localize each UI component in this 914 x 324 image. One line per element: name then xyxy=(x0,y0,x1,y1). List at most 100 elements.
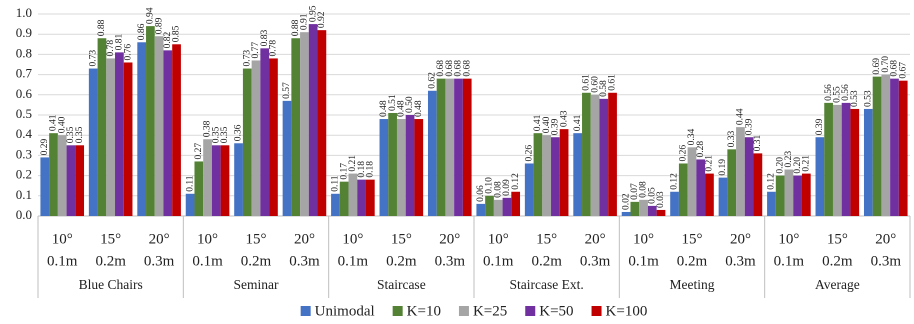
bar xyxy=(106,58,116,216)
bar xyxy=(898,80,908,216)
value-label: 0.35 xyxy=(66,126,76,143)
value-label: 0.12 xyxy=(670,173,680,190)
bar xyxy=(291,38,301,216)
bar xyxy=(608,92,617,216)
y-tick-label: 0.8 xyxy=(16,45,32,60)
y-tick-label: 0.9 xyxy=(16,25,32,40)
bar xyxy=(405,115,415,216)
bar xyxy=(524,163,534,216)
y-tick-label: 0.0 xyxy=(16,207,32,222)
legend-swatch xyxy=(300,306,311,316)
bar xyxy=(414,119,424,216)
bar xyxy=(185,193,195,216)
value-label: 0.77 xyxy=(251,42,261,59)
bar xyxy=(137,42,147,216)
value-label: 0.92 xyxy=(317,11,327,28)
x-tick-sublabel: 0.1m xyxy=(774,253,805,269)
value-label: 0.39 xyxy=(551,118,561,135)
bar xyxy=(793,175,802,216)
x-tick-sublabel: 0.3m xyxy=(435,253,466,269)
value-label: 0.35 xyxy=(220,126,230,143)
value-label: 0.41 xyxy=(49,114,59,131)
x-tick-label: 10° xyxy=(197,231,218,247)
x-tick-label: 10° xyxy=(342,231,363,247)
value-label: 0.02 xyxy=(621,193,631,210)
legend-label: K=25 xyxy=(473,303,507,319)
x-tick-label: 15° xyxy=(246,231,267,247)
value-label: 0.48 xyxy=(397,100,407,117)
x-tick-label: 20° xyxy=(585,231,606,247)
bar xyxy=(744,137,754,216)
bar xyxy=(462,78,472,216)
bar xyxy=(542,135,552,216)
x-tick-label: 10° xyxy=(488,231,509,247)
y-tick-label: 0.2 xyxy=(16,167,32,182)
bar xyxy=(801,173,811,216)
value-label: 0.91 xyxy=(300,13,310,30)
value-label: 0.53 xyxy=(864,90,874,107)
value-label: 0.83 xyxy=(260,29,270,46)
bar xyxy=(331,193,340,216)
bar xyxy=(784,169,794,216)
value-label: 0.86 xyxy=(137,23,147,40)
bar xyxy=(154,36,164,216)
bar xyxy=(97,38,107,216)
bar xyxy=(476,203,486,216)
x-tick-sublabel: 0.3m xyxy=(871,253,902,269)
bar xyxy=(687,147,697,216)
bar xyxy=(49,133,58,216)
value-label: 0.55 xyxy=(833,86,843,103)
bar xyxy=(40,157,50,216)
bar xyxy=(815,137,825,216)
value-label: 0.05 xyxy=(647,187,657,204)
value-label: 0.73 xyxy=(88,50,98,67)
value-label: 0.34 xyxy=(687,128,697,145)
x-tick-sublabel: 0.1m xyxy=(338,253,369,269)
value-label: 0.56 xyxy=(841,84,851,101)
value-label: 0.12 xyxy=(767,173,777,190)
bar xyxy=(890,78,899,216)
y-tick-label: 0.4 xyxy=(16,126,33,141)
group-label: Staircase xyxy=(377,277,426,292)
value-label: 0.39 xyxy=(815,118,825,135)
bar xyxy=(582,92,591,216)
bar xyxy=(348,173,358,216)
legend-label: K=100 xyxy=(606,303,648,319)
value-label: 0.85 xyxy=(172,25,182,42)
x-tick-label: 15° xyxy=(682,231,703,247)
bar xyxy=(357,179,366,216)
value-label: 0.09 xyxy=(502,179,512,196)
legend-swatch xyxy=(591,306,602,316)
value-label: 0.67 xyxy=(898,62,908,79)
bar xyxy=(436,78,446,216)
value-label: 0.51 xyxy=(388,94,398,111)
value-label: 0.94 xyxy=(146,7,156,24)
value-label: 0.60 xyxy=(590,76,600,93)
bar xyxy=(260,48,270,217)
group-label: Blue Chairs xyxy=(79,277,143,292)
value-label: 0.33 xyxy=(727,130,737,147)
bar xyxy=(396,119,406,216)
x-tick-label: 20° xyxy=(730,231,751,247)
value-label: 0.21 xyxy=(705,155,715,172)
group-label: Average xyxy=(815,277,860,292)
value-label: 0.50 xyxy=(405,96,415,113)
value-label: 0.26 xyxy=(678,145,688,162)
x-tick-sublabel: 0.3m xyxy=(725,253,756,269)
value-label: 0.18 xyxy=(366,161,376,178)
value-label: 0.53 xyxy=(850,90,860,107)
legend-label: Unimodal xyxy=(315,303,375,319)
bar xyxy=(639,199,648,216)
bar xyxy=(705,173,714,216)
bar xyxy=(727,149,737,216)
bar xyxy=(269,58,278,216)
bar xyxy=(630,201,640,216)
bar xyxy=(163,50,173,216)
bar xyxy=(718,177,728,216)
bar xyxy=(234,143,243,216)
x-tick-sublabel: 0.1m xyxy=(628,253,659,269)
y-tick-label: 0.5 xyxy=(16,106,32,121)
value-label: 0.78 xyxy=(106,40,116,57)
x-tick-label: 15° xyxy=(827,231,848,247)
bar xyxy=(194,161,204,216)
